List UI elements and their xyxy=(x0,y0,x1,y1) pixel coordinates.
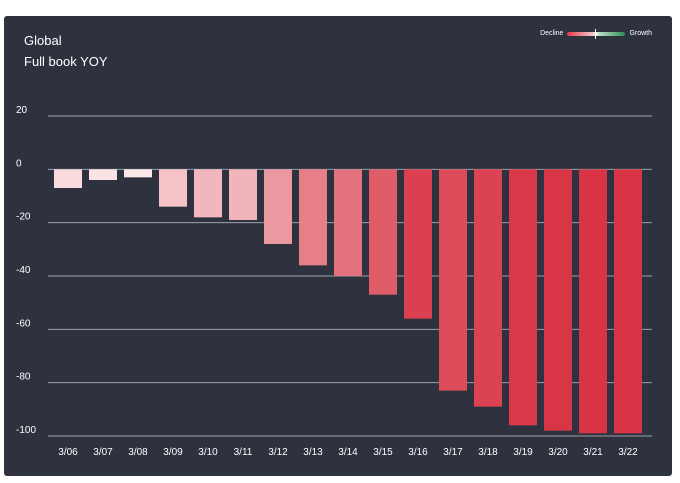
x-tick-label: 3/17 xyxy=(443,447,463,458)
bar-3-12[interactable] xyxy=(264,169,292,244)
bar-3-09[interactable] xyxy=(159,169,187,207)
x-tick-label: 3/16 xyxy=(408,447,428,458)
bar-chart: 20 0 -20 -40 -60 -80 -100 3/06 3/07 3/08 3/09 3/10 3… xyxy=(16,105,652,458)
x-tick-label: 3/13 xyxy=(303,447,323,458)
x-tick-label: 3/12 xyxy=(268,447,288,458)
x-tick-label: 3/07 xyxy=(93,447,113,458)
x-tick-label: 3/18 xyxy=(478,447,498,458)
bar-3-15[interactable] xyxy=(369,169,397,295)
legend-gradient-bar xyxy=(567,28,626,39)
x-tick-label: 3/14 xyxy=(338,447,358,458)
y-tick-label: 0 xyxy=(16,158,22,169)
chart-panel: Global Full book YOY Decline Growth 20 0 -… xyxy=(4,16,672,476)
x-tick-label: 3/15 xyxy=(373,447,393,458)
chart-subtitle: Full book YOY xyxy=(24,54,108,69)
legend-midpoint-marker xyxy=(595,28,597,39)
bar-3-08[interactable] xyxy=(124,169,152,178)
color-legend: Decline Growth xyxy=(540,28,652,39)
bar-3-18[interactable] xyxy=(474,169,502,407)
x-tick-label: 3/10 xyxy=(198,447,218,458)
x-tick-label: 3/09 xyxy=(163,447,183,458)
bar-3-11[interactable] xyxy=(229,169,257,220)
bar-3-16[interactable] xyxy=(404,169,432,319)
x-tick-label: 3/11 xyxy=(234,447,253,458)
x-tick-label: 3/21 xyxy=(583,447,603,458)
bar-3-21[interactable] xyxy=(579,169,607,434)
chart-title: Global xyxy=(24,33,62,48)
bar-3-17[interactable] xyxy=(439,169,467,391)
x-tick-label: 3/22 xyxy=(618,447,638,458)
x-tick-label: 3/08 xyxy=(128,447,148,458)
x-tick-label: 3/06 xyxy=(58,447,78,458)
bar-3-13[interactable] xyxy=(299,169,327,266)
legend-growth-label: Growth xyxy=(629,30,652,37)
y-tick-label: -60 xyxy=(16,318,31,329)
y-tick-label: -20 xyxy=(16,212,31,223)
y-tick-label: -40 xyxy=(16,265,31,276)
bars xyxy=(54,169,642,434)
bar-3-10[interactable] xyxy=(194,169,222,218)
bar-3-20[interactable] xyxy=(544,169,572,431)
y-tick-label: -100 xyxy=(16,425,36,436)
x-tick-label: 3/19 xyxy=(513,447,533,458)
bar-3-19[interactable] xyxy=(509,169,537,426)
y-tick-label: -80 xyxy=(16,372,31,383)
bar-3-07[interactable] xyxy=(89,169,117,180)
bar-3-14[interactable] xyxy=(334,169,362,276)
x-tick-label: 3/20 xyxy=(548,447,568,458)
y-tick-label: 20 xyxy=(16,105,28,116)
bar-3-22[interactable] xyxy=(614,169,642,434)
legend-decline-label: Decline xyxy=(540,30,564,37)
bar-3-06[interactable] xyxy=(54,169,82,188)
